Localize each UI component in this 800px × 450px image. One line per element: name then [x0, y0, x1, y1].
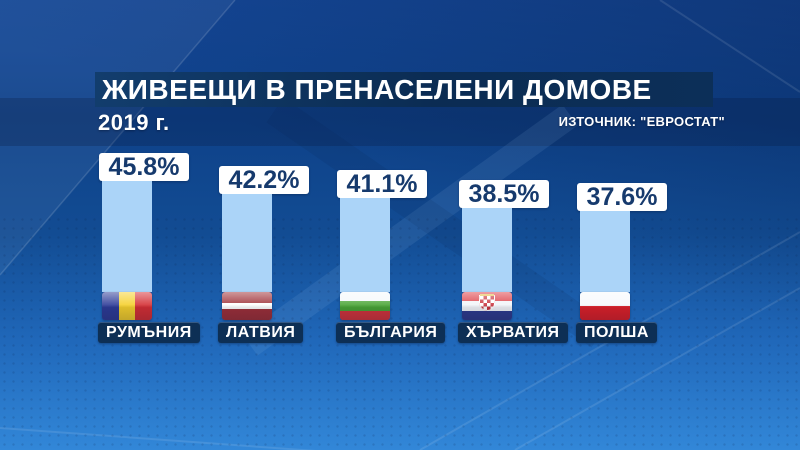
country-label-bar-3: БЪЛГАРИЯ: [336, 322, 446, 343]
page-title: ЖИВЕЕЩИ В ПРЕНАСЕЛЕНИ ДОМОВЕ: [102, 74, 652, 105]
flag-gloss-overlay: [222, 292, 272, 320]
value-label-bar-5: 37.6%: [577, 183, 667, 211]
source-label: ИЗТОЧНИК: "ЕВРОСТАТ": [558, 114, 725, 129]
bar-3: [340, 198, 390, 292]
flag-icon-bar-4: [462, 292, 512, 320]
flag-gloss-overlay: [340, 292, 390, 320]
flag-icon-bar-1: [102, 292, 152, 320]
value-label-bar-4: 38.5%: [459, 180, 549, 208]
flag-icon-bar-5: [580, 292, 630, 320]
bar-4: [462, 208, 512, 292]
title-bar: ЖИВЕЕЩИ В ПРЕНАСЕЛЕНИ ДОМОВЕ: [95, 72, 713, 107]
year-label: 2019 г.: [98, 110, 170, 135]
flag-gloss-overlay: [462, 292, 512, 320]
bar-2: [222, 194, 272, 292]
flag-icon-bar-3: [340, 292, 390, 320]
flag-icon-bar-2: [222, 292, 272, 320]
country-label-bar-1: РУМЪНИЯ: [98, 322, 200, 343]
bar-5: [580, 211, 630, 292]
bar-1: [102, 181, 152, 292]
flag-gloss-overlay: [102, 292, 152, 320]
value-label-bar-2: 42.2%: [219, 166, 309, 194]
value-label-bar-1: 45.8%: [99, 153, 189, 181]
country-label-bar-5: ПОЛША: [576, 322, 657, 343]
country-label-bar-2: ЛАТВИЯ: [218, 322, 304, 343]
flag-gloss-overlay: [580, 292, 630, 320]
value-label-bar-3: 41.1%: [337, 170, 427, 198]
country-label-bar-4: ХЪРВАТИЯ: [458, 322, 568, 343]
